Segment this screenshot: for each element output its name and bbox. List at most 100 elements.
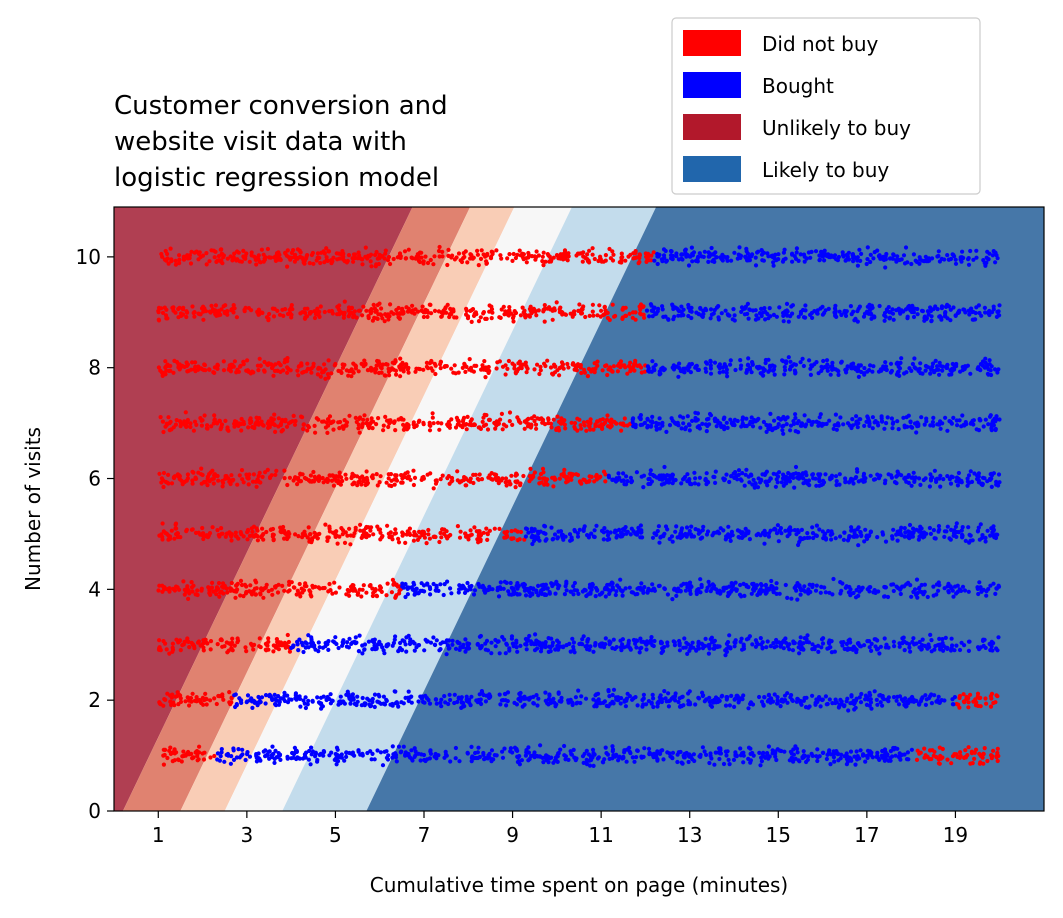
bought-point — [863, 693, 869, 698]
bought-point — [852, 754, 857, 759]
bought-point — [593, 594, 598, 599]
bought-point — [550, 583, 555, 589]
bought-point — [775, 701, 780, 706]
did-not-buy-point — [217, 594, 222, 599]
bought-point — [526, 758, 531, 763]
bought-point — [960, 533, 965, 538]
bought-point — [446, 701, 451, 707]
bought-point — [608, 640, 613, 645]
bought-point — [635, 703, 640, 708]
bought-point — [685, 479, 690, 484]
bought-point — [639, 639, 644, 644]
did-not-buy-point — [365, 478, 370, 483]
bought-point — [968, 469, 973, 474]
bought-point — [854, 414, 859, 419]
bought-point — [593, 585, 599, 591]
did-not-buy-point — [606, 424, 611, 429]
did-not-buy-point — [465, 414, 470, 419]
did-not-buy-point — [528, 466, 533, 471]
bought-point — [772, 645, 777, 650]
did-not-buy-point — [438, 530, 443, 536]
bought-point — [846, 708, 851, 713]
bought-point — [693, 702, 698, 707]
did-not-buy-point — [185, 417, 190, 423]
bought-point — [865, 748, 871, 753]
bought-point — [617, 475, 622, 480]
bought-point — [384, 644, 389, 649]
bought-point — [728, 645, 733, 650]
bought-point — [285, 756, 290, 761]
bought-point — [736, 534, 741, 540]
did-not-buy-point — [163, 697, 168, 703]
bought-point — [859, 691, 864, 697]
bought-point — [996, 584, 1002, 589]
bought-point — [974, 427, 979, 432]
bought-point — [736, 468, 742, 473]
did-not-buy-point — [359, 594, 364, 599]
bought-point — [549, 525, 554, 530]
did-not-buy-point — [278, 526, 284, 531]
bought-point — [722, 585, 727, 590]
bought-point — [682, 636, 687, 641]
did-not-buy-point — [186, 639, 191, 645]
bought-point — [793, 471, 799, 476]
bought-point — [983, 539, 988, 544]
did-not-buy-point — [264, 642, 269, 647]
bought-point — [731, 757, 737, 763]
did-not-buy-point — [185, 476, 190, 481]
did-not-buy-point — [183, 410, 188, 415]
bought-point — [531, 701, 537, 706]
bought-point — [838, 415, 843, 420]
bought-point — [556, 529, 561, 534]
did-not-buy-point — [187, 645, 192, 650]
bought-point — [954, 479, 959, 484]
bought-point — [648, 640, 653, 645]
bought-point — [341, 641, 346, 646]
bought-point — [543, 538, 548, 543]
bought-point — [986, 587, 991, 592]
did-not-buy-point — [331, 427, 336, 432]
did-not-buy-point — [173, 522, 178, 527]
did-not-buy-point — [537, 476, 542, 481]
bought-point — [704, 429, 709, 434]
did-not-buy-point — [957, 705, 962, 710]
did-not-buy-point — [183, 753, 188, 758]
bought-point — [508, 746, 513, 751]
bought-point — [629, 590, 634, 595]
did-not-buy-point — [394, 478, 400, 483]
did-not-buy-point — [222, 644, 227, 649]
bought-point — [658, 641, 664, 646]
did-not-buy-point — [299, 586, 304, 591]
did-not-buy-point — [394, 372, 399, 377]
bought-point — [569, 752, 575, 757]
bought-point — [560, 532, 566, 538]
did-not-buy-point — [219, 637, 224, 642]
did-not-buy-point — [915, 748, 920, 753]
bought-point — [793, 744, 798, 749]
bought-point — [638, 422, 643, 428]
bought-point — [687, 754, 692, 759]
did-not-buy-point — [175, 531, 180, 536]
bought-point — [641, 754, 646, 760]
bought-point — [976, 478, 981, 483]
bought-point — [407, 585, 412, 590]
bought-point — [778, 417, 783, 422]
did-not-buy-point — [386, 424, 391, 430]
bought-point — [959, 424, 964, 429]
bought-point — [840, 643, 845, 648]
bought-point — [382, 749, 387, 754]
bought-point — [456, 695, 461, 700]
did-not-buy-point — [306, 525, 311, 530]
bought-point — [456, 590, 461, 595]
bought-point — [593, 693, 598, 698]
did-not-buy-point — [234, 587, 239, 592]
bought-point — [407, 695, 413, 700]
did-not-buy-point — [316, 478, 321, 483]
bought-point — [789, 755, 794, 761]
did-not-buy-point — [273, 472, 278, 477]
bought-point — [504, 641, 509, 646]
bought-point — [929, 476, 934, 481]
bought-point — [870, 415, 876, 420]
did-not-buy-point — [393, 527, 398, 532]
did-not-buy-point — [342, 540, 348, 546]
